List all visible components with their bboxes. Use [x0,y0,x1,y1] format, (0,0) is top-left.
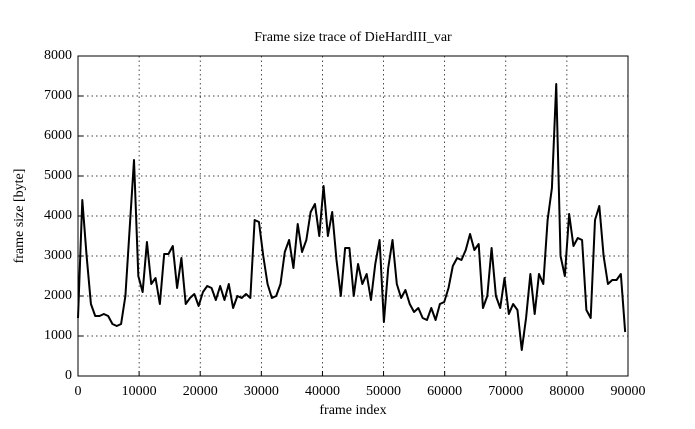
x-tick-label: 70000 [488,384,523,399]
y-tick-label: 2000 [44,288,72,303]
y-tick-label: 7000 [44,88,72,103]
x-tick-label: 0 [75,384,82,399]
plot-frame [77,55,629,377]
x-tick-label: 30000 [244,384,279,399]
x-tick-label: 90000 [611,384,646,399]
y-tick-label: 1000 [44,328,72,343]
y-tick-label: 3000 [44,248,72,263]
y-tick-label: 0 [65,368,72,383]
chart-title: Frame size trace of DieHardIII_var [254,30,452,45]
x-tick-label: 20000 [183,384,218,399]
x-axis-label: frame index [319,403,386,418]
x-tick-label: 60000 [427,384,462,399]
y-tick-label: 5000 [44,168,72,183]
y-axis-label: frame size [byte] [12,169,27,264]
x-tick-label: 50000 [366,384,401,399]
y-tick-label: 6000 [44,128,72,143]
y-tick-label: 4000 [44,208,72,223]
x-tick-label: 80000 [549,384,584,399]
data-line [77,83,627,351]
y-tick-label: 8000 [44,48,72,63]
x-tick-label: 10000 [122,384,157,399]
x-tick-label: 40000 [305,384,340,399]
